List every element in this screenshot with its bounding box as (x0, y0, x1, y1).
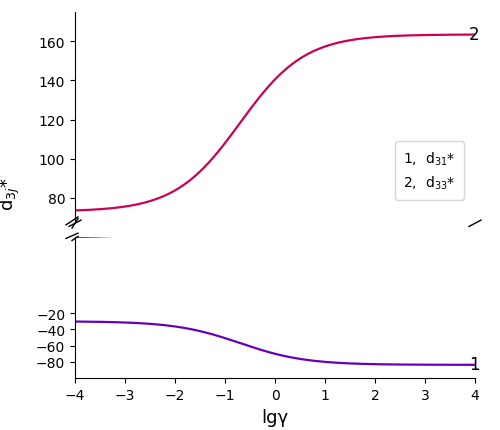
Text: 1: 1 (469, 356, 480, 374)
Legend: 1,  d$_{31}$*, 2,  d$_{33}$*: 1, d$_{31}$*, 2, d$_{33}$* (395, 142, 464, 200)
Text: 2: 2 (469, 26, 480, 44)
Text: d$_{3j}$*: d$_{3j}$* (0, 176, 22, 211)
X-axis label: lgγ: lgγ (262, 408, 288, 426)
